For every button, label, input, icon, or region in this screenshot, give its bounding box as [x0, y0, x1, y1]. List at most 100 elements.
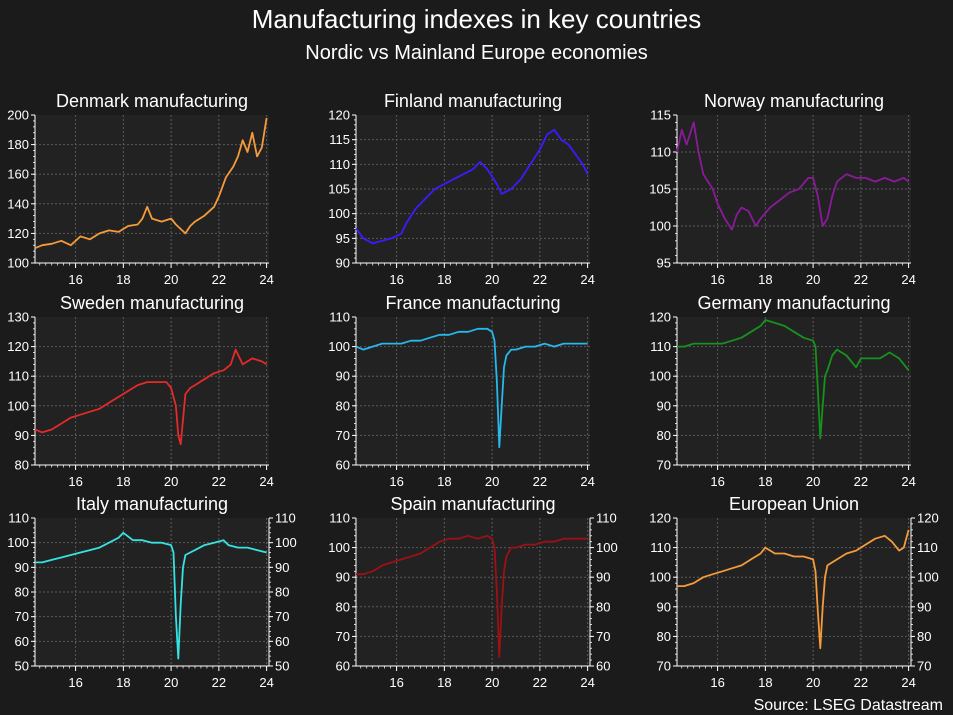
- y-tick-label-right: 110: [596, 511, 617, 526]
- y-tick-label: 70: [657, 458, 671, 473]
- y-tick-label: 180: [7, 137, 29, 152]
- panel-title: Sweden manufacturing: [60, 293, 244, 313]
- y-tick-label: 120: [7, 226, 29, 241]
- y-tick-label: 110: [329, 310, 350, 325]
- plot-area: [356, 518, 590, 666]
- x-tick-label: 20: [485, 272, 499, 287]
- y-tick-label-right: 50: [275, 659, 289, 674]
- x-tick-label: 16: [389, 675, 403, 690]
- y-tick-label: 90: [657, 599, 671, 614]
- y-tick-label-right: 60: [275, 634, 289, 649]
- panel-title: Germany manufacturing: [697, 293, 890, 313]
- y-tick-label: 110: [8, 511, 29, 526]
- x-tick-label: 20: [806, 474, 820, 489]
- y-tick-label: 80: [15, 458, 29, 473]
- x-tick-label: 22: [533, 474, 547, 489]
- y-tick-label: 100: [649, 369, 671, 384]
- y-tick-label: 95: [657, 256, 671, 271]
- x-tick-label: 22: [212, 474, 226, 489]
- y-tick-label: 90: [336, 570, 350, 585]
- panel-title: Finland manufacturing: [384, 91, 562, 111]
- y-tick-label: 90: [15, 428, 29, 443]
- y-tick-label-right: 100: [275, 535, 297, 550]
- y-tick-label: 80: [657, 629, 671, 644]
- x-tick-label: 24: [580, 272, 594, 287]
- y-tick-label: 90: [15, 560, 29, 575]
- x-tick-label: 16: [710, 272, 724, 287]
- page-subtitle: Nordic vs Mainland Europe economies: [305, 42, 648, 64]
- x-tick-label: 24: [259, 474, 273, 489]
- panel-2: Finland manufacturing 90 95 100 105 110 115 120…: [328, 91, 595, 287]
- x-tick-label: 24: [580, 675, 594, 690]
- series-line: [676, 121, 910, 231]
- y-tick-label: 110: [329, 157, 350, 172]
- series-line: [355, 327, 588, 449]
- y-tick-label: 70: [657, 659, 671, 674]
- x-tick-label: 16: [68, 272, 82, 287]
- y-tick-label: 130: [7, 310, 29, 325]
- x-tick-label: 24: [259, 272, 273, 287]
- x-tick-label: 18: [116, 675, 130, 690]
- x-tick-label: 24: [901, 474, 915, 489]
- x-tick-label: 24: [259, 675, 273, 690]
- x-tick-label: 16: [68, 474, 82, 489]
- x-tick-label: 16: [389, 272, 403, 287]
- plot-area: [677, 518, 911, 666]
- source-note: Source: LSEG Datastream: [753, 697, 943, 714]
- y-tick-label: 50: [15, 659, 29, 674]
- x-tick-label: 20: [164, 675, 178, 690]
- y-tick-label: 110: [329, 511, 350, 526]
- y-tick-label: 80: [15, 585, 29, 600]
- x-tick-label: 18: [116, 272, 130, 287]
- plot-area: [356, 317, 590, 465]
- x-tick-label: 20: [164, 272, 178, 287]
- x-tick-label: 22: [533, 675, 547, 690]
- y-tick-label-right: 110: [917, 540, 938, 555]
- panel-title: Italy manufacturing: [76, 494, 228, 514]
- x-tick-label: 22: [854, 675, 868, 690]
- x-tick-label: 24: [901, 272, 915, 287]
- y-tick-label: 100: [7, 398, 29, 413]
- y-tick-label: 100: [328, 540, 350, 555]
- x-tick-label: 20: [806, 272, 820, 287]
- y-tick-label: 110: [650, 540, 671, 555]
- x-tick-label: 18: [758, 675, 772, 690]
- y-tick-label: 90: [336, 256, 350, 271]
- x-tick-label: 20: [164, 474, 178, 489]
- y-tick-label-right: 90: [275, 560, 289, 575]
- x-tick-label: 18: [437, 675, 451, 690]
- x-tick-label: 22: [212, 675, 226, 690]
- y-tick-label: 120: [649, 511, 671, 526]
- y-tick-label-right: 90: [596, 570, 610, 585]
- y-tick-label: 200: [7, 108, 29, 123]
- panel-9: European Union 70 70 80 80 90 90 100 100 110 110 12…: [649, 494, 938, 690]
- y-tick-label: 95: [336, 231, 350, 246]
- y-tick-label: 105: [328, 182, 350, 197]
- y-tick-label: 100: [7, 535, 29, 550]
- series-line: [355, 128, 589, 245]
- y-tick-label: 110: [650, 339, 671, 354]
- x-tick-label: 18: [758, 474, 772, 489]
- plot-area: [35, 115, 269, 263]
- x-tick-label: 22: [212, 272, 226, 287]
- x-tick-label: 22: [854, 272, 868, 287]
- y-tick-label: 100: [649, 219, 671, 234]
- series-line: [677, 319, 910, 440]
- y-tick-label: 70: [336, 428, 350, 443]
- x-tick-label: 20: [485, 675, 499, 690]
- panel-3: Norway manufacturing 95 100 105 110 115 16 18 20…: [649, 91, 916, 287]
- y-tick-label: 160: [7, 167, 29, 182]
- series-line: [356, 534, 588, 658]
- y-tick-label-right: 110: [275, 511, 296, 526]
- y-tick-label-right: 70: [596, 629, 610, 644]
- panel-1: Denmark manufacturing 100 120 140 160 180 200 1…: [7, 91, 274, 287]
- x-tick-label: 16: [710, 474, 724, 489]
- y-tick-label: 100: [328, 206, 350, 221]
- panel-4: Sweden manufacturing 80 90 100 110 120 130 16 18…: [7, 293, 274, 489]
- y-tick-label: 80: [657, 428, 671, 443]
- y-tick-label: 60: [336, 458, 350, 473]
- series-line: [677, 529, 910, 650]
- y-tick-label-right: 70: [917, 659, 931, 674]
- y-tick-label: 90: [657, 398, 671, 413]
- panel-7: Italy manufacturing 50 50 60 60 70 70 80 80 90 90 1…: [7, 494, 296, 690]
